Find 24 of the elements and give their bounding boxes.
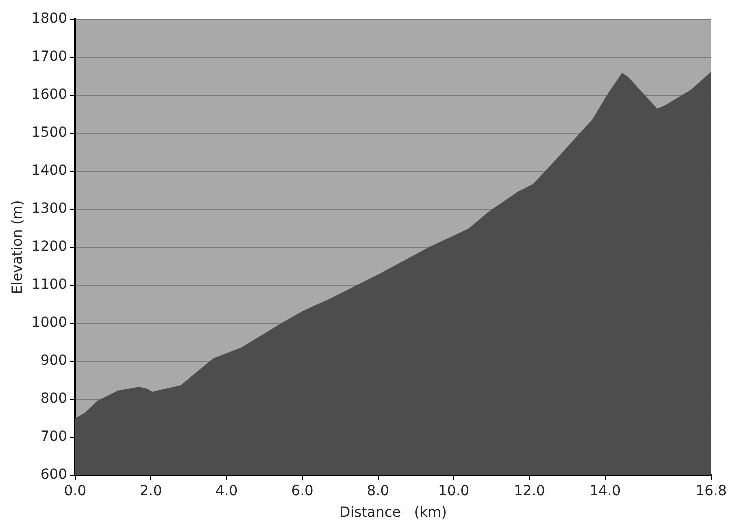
x-tick-label: 12.0: [514, 483, 546, 500]
x-tick-label: 2.0: [140, 483, 162, 500]
x-axis-title: Distance (km): [340, 505, 448, 522]
y-tick-label: 700: [40, 429, 68, 446]
x-tick-label: 14.0: [590, 483, 622, 500]
x-tick-label: 10.0: [438, 483, 470, 500]
y-axis-title: Elevation (m): [10, 200, 26, 294]
x-tick-label: 4.0: [216, 483, 238, 500]
x-tick-label: 0.0: [64, 483, 87, 500]
y-tick-label: 800: [40, 391, 68, 408]
y-tick-label: 1400: [32, 163, 68, 180]
y-tick-label: 1200: [32, 239, 68, 256]
y-tick-label: 1700: [32, 49, 68, 66]
x-tick-label: 6.0: [291, 483, 314, 500]
y-tick-label: 900: [40, 353, 68, 370]
x-tick-label: 8.0: [367, 483, 390, 500]
y-tick-label: 600: [40, 467, 68, 484]
y-tick-label: 1100: [32, 277, 68, 294]
y-tick-label: 1800: [32, 11, 68, 28]
y-tick-label: 1600: [32, 87, 68, 104]
x-tick-label: 16.8: [696, 483, 727, 500]
y-tick-label: 1000: [32, 315, 68, 332]
y-tick-label: 1300: [32, 201, 68, 218]
y-tick-label: 1500: [32, 125, 68, 142]
